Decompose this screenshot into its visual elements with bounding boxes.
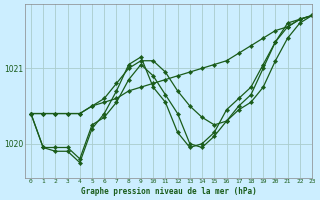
X-axis label: Graphe pression niveau de la mer (hPa): Graphe pression niveau de la mer (hPa) [81,187,256,196]
